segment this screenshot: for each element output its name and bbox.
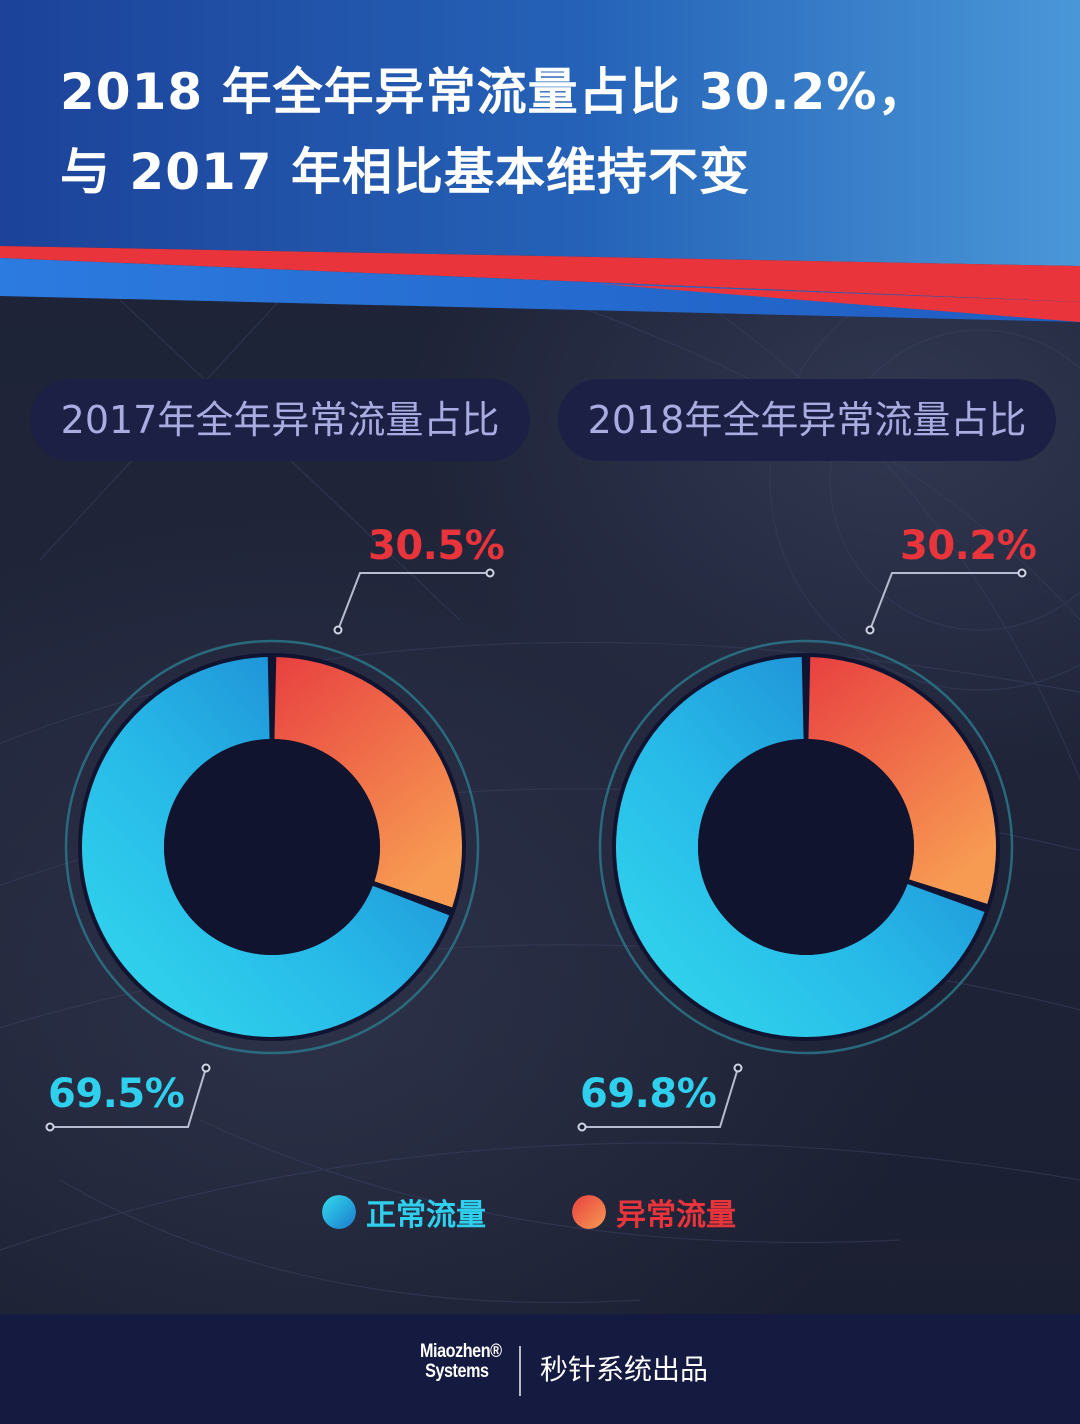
legend-abnormal-label: 异常流量 bbox=[616, 1198, 736, 1233]
legend-abnormal-icon bbox=[572, 1195, 606, 1229]
donut-charts bbox=[45, 568, 1027, 1132]
slice-2018-abnormal bbox=[808, 657, 996, 904]
leader-2017-normal bbox=[50, 1067, 207, 1128]
headline-line1: 2018 年全年异常流量占比 30.2%， bbox=[60, 63, 929, 121]
legend-normal-icon bbox=[322, 1195, 356, 1229]
leader-2017-normal-dot-0 bbox=[201, 1063, 211, 1073]
headline: 2018 年全年异常流量占比 30.2%， 与 2017 年相比基本维持不变 bbox=[60, 52, 1040, 212]
leader-2018-normal bbox=[582, 1067, 739, 1128]
slice-2017-normal bbox=[82, 657, 450, 1038]
legend-abnormal: 异常流量 bbox=[572, 1190, 736, 1234]
chart-title-2018: 2018年全年异常流量占比 bbox=[558, 379, 1056, 461]
footer-text: 秒针系统出品 bbox=[540, 1353, 709, 1386]
chart-title-2017: 2017年全年异常流量占比 bbox=[30, 379, 530, 461]
headline-line2: 与 2017 年相比基本维持不变 bbox=[60, 143, 750, 201]
leader-2017-abnormal-dot-0 bbox=[333, 625, 343, 635]
header-banner bbox=[0, 0, 1080, 322]
leader-2017-normal-dot-1 bbox=[45, 1122, 55, 1132]
legend-normal-label: 正常流量 bbox=[366, 1198, 486, 1233]
label-2017-normal: 69.5% bbox=[48, 1071, 185, 1117]
footer bbox=[0, 1314, 1080, 1424]
leader-2017-abnormal bbox=[337, 572, 490, 631]
donut-hole-2018 bbox=[698, 739, 914, 955]
label-2018-abnormal: 30.2% bbox=[900, 523, 1037, 569]
leader-2018-normal-dot-0 bbox=[733, 1063, 743, 1073]
leader-2018-abnormal bbox=[869, 572, 1022, 631]
label-2018-normal: 69.8% bbox=[580, 1071, 717, 1117]
miaozhen-logo: Miaozhen® Systems bbox=[420, 1341, 502, 1394]
leader-2018-abnormal-dot-1 bbox=[1017, 568, 1027, 578]
donut-hole-2017 bbox=[164, 739, 380, 955]
footer-divider bbox=[519, 1346, 521, 1396]
slice-2017-abnormal bbox=[274, 657, 463, 908]
slice-2018-normal bbox=[615, 657, 985, 1037]
leader-2018-normal-dot-1 bbox=[577, 1122, 587, 1132]
leader-2017-abnormal-dot-1 bbox=[485, 568, 495, 578]
outer-ring-2017 bbox=[64, 639, 480, 1055]
legend-normal: 正常流量 bbox=[322, 1190, 486, 1234]
label-2017-abnormal: 30.5% bbox=[368, 523, 505, 569]
outer-ring-2018 bbox=[598, 639, 1014, 1055]
logo-line2: Systems bbox=[425, 1361, 489, 1382]
logo-line1: Miaozhen® bbox=[420, 1341, 502, 1362]
leader-2018-abnormal-dot-0 bbox=[865, 625, 875, 635]
